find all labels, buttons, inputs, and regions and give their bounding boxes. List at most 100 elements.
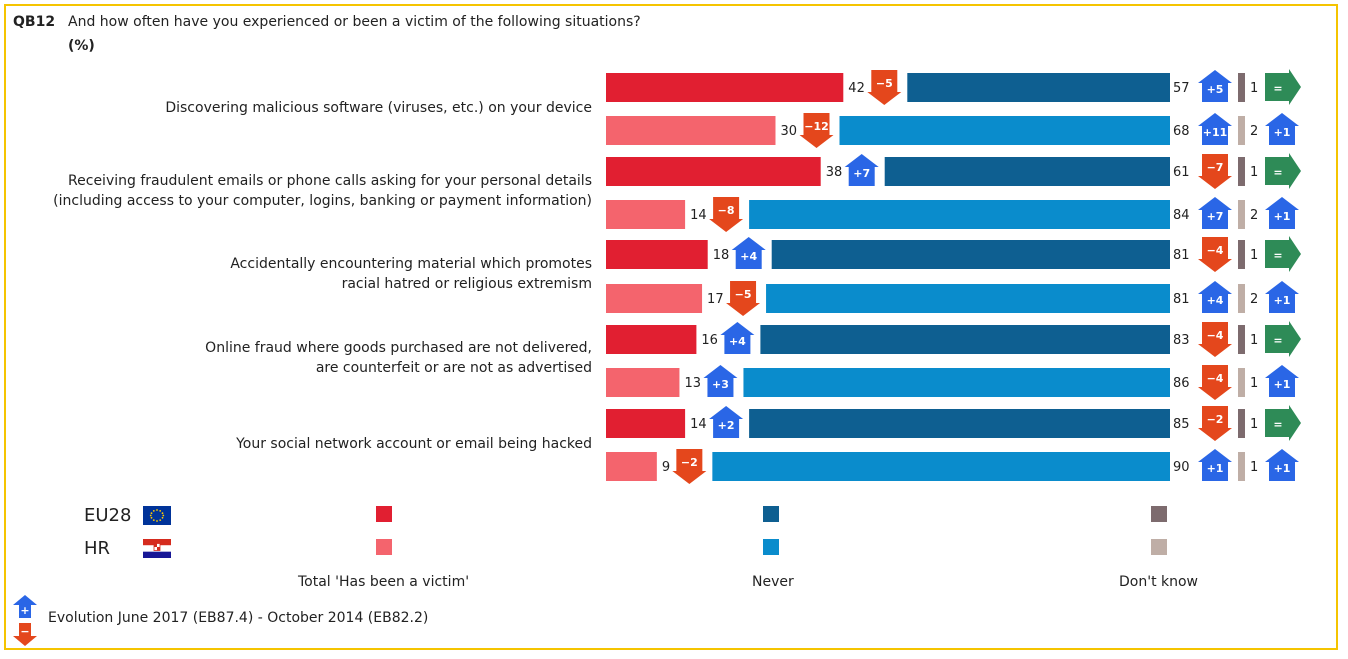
eu-row-2-never-evo-arrow xyxy=(1198,154,1232,189)
eu-row-4-never-evo-arrow xyxy=(1198,322,1232,357)
hr-row-2-dk-evo-arrow xyxy=(1265,197,1299,229)
hr-row-2-never-evo-value: +7 xyxy=(1207,210,1224,223)
eu-row-2-victim-bar xyxy=(606,157,821,186)
hr-row-3-victim-label: 17 xyxy=(707,292,724,307)
category-label-5: Your social network account or email bei… xyxy=(236,436,592,452)
eu-row-3-victim-evo-arrow xyxy=(731,237,766,269)
eu-row-2-victim-evo-value: +7 xyxy=(853,167,870,180)
hr-row-1-dk-bar xyxy=(1238,116,1245,145)
legend-swatch-eu-dk xyxy=(1151,506,1167,522)
eu-flag-icon xyxy=(143,506,171,525)
hr-row-4-dk-evo-value: +1 xyxy=(1274,378,1291,391)
hr-row-3-victim-evo-value: −5 xyxy=(735,288,752,301)
hr-row-3-never-evo-arrow xyxy=(1198,281,1232,313)
hr-row-3-never-label: 81 xyxy=(1173,292,1190,307)
eu-row-3-dk-bar xyxy=(1238,240,1245,269)
hr-row-4-victim-label: 13 xyxy=(684,376,701,391)
hr-row-1-never-bar xyxy=(839,116,1170,145)
eu-row-5-never-evo-arrow xyxy=(1198,406,1232,441)
hr-row-2-dk-evo-value: +1 xyxy=(1274,210,1291,223)
hr-row-3-victim-evo-arrow xyxy=(726,281,761,316)
hr-row-3-victim-bar xyxy=(606,284,703,313)
legend-label-dk: Don't know xyxy=(1119,574,1199,590)
hr-row-2-victim-evo-value: −8 xyxy=(718,204,735,217)
hr-row-5-dk-bar xyxy=(1238,452,1245,481)
hr-row-1-victim-bar xyxy=(606,116,776,145)
legend-country-hr: HR xyxy=(84,538,111,559)
eu-row-2-victim-label: 38 xyxy=(826,165,843,180)
hr-row-5-victim-evo-value: −2 xyxy=(681,456,698,469)
evolution-down-symbol: − xyxy=(20,625,29,638)
eu-row-4-never-bar xyxy=(760,325,1170,354)
eu-row-4-never-evo-value: −4 xyxy=(1207,329,1224,342)
hr-row-3-dk-bar xyxy=(1238,284,1245,313)
category-label-4: Online fraud where goods purchased are n… xyxy=(205,340,592,376)
eu-row-3-never-label: 81 xyxy=(1173,248,1190,263)
eu-row-4-victim-evo-value: +4 xyxy=(729,335,746,348)
eu-row-3-dk-evo-value: = xyxy=(1273,249,1282,262)
hr-row-5-never-bar xyxy=(712,452,1170,481)
eu-row-5-never-bar xyxy=(749,409,1170,438)
eu-row-5-dk-evo-arrow xyxy=(1265,405,1301,441)
hr-row-5-dk-evo-value: +1 xyxy=(1274,462,1291,475)
question-code: QB12 xyxy=(13,14,56,30)
hr-row-5-victim-evo-arrow xyxy=(672,449,707,484)
eu-row-2-never-bar xyxy=(884,157,1170,186)
eu-row-2-dk-evo-value: = xyxy=(1273,166,1282,179)
hr-row-5-never-evo-arrow xyxy=(1198,449,1232,481)
hr-row-3-dk-label: 2 xyxy=(1250,292,1258,307)
eu-row-4-dk-evo-arrow xyxy=(1265,321,1301,357)
hr-row-1-never-evo-value: +11 xyxy=(1203,126,1228,139)
hr-row-5-never-evo-value: +1 xyxy=(1207,462,1224,475)
eu-row-3-never-evo-value: −4 xyxy=(1207,244,1224,257)
category-label-3: Accidentally encountering material which… xyxy=(230,256,592,292)
legend-label-victim: Total 'Has been a victim' xyxy=(298,574,470,590)
eu-row-5-never-evo-value: −2 xyxy=(1207,413,1224,426)
croatia-flag-icon xyxy=(143,539,171,558)
hr-row-5-never-label: 90 xyxy=(1173,460,1190,475)
eu-row-4-victim-label: 16 xyxy=(701,333,718,348)
legend-swatch-eu-victim xyxy=(376,506,392,522)
hr-row-1-never-evo-arrow xyxy=(1198,113,1232,145)
legend-swatch-hr-never xyxy=(763,539,779,555)
eu-row-5-victim-bar xyxy=(606,409,686,438)
hr-row-1-dk-evo-arrow xyxy=(1265,113,1299,145)
eu-row-5-dk-label: 1 xyxy=(1250,417,1258,432)
hr-row-2-victim-evo-arrow xyxy=(709,197,744,232)
eu-row-1-dk-label: 1 xyxy=(1250,81,1258,96)
eu-row-4-never-label: 83 xyxy=(1173,333,1190,348)
eu-row-1-never-evo-arrow xyxy=(1198,70,1232,102)
legend-swatch-eu-never xyxy=(763,506,779,522)
hr-row-5-victim-bar xyxy=(606,452,657,481)
eu-row-1-victim-evo-arrow xyxy=(867,70,902,105)
hr-row-1-never-label: 68 xyxy=(1173,124,1190,139)
hr-row-3-never-bar xyxy=(766,284,1170,313)
category-label-1: Discovering malicious software (viruses,… xyxy=(165,100,592,116)
legend-country-eu28: EU28 xyxy=(84,505,132,526)
eu-row-5-dk-bar xyxy=(1238,409,1245,438)
eu-row-1-dk-evo-value: = xyxy=(1273,82,1282,95)
eu-row-1-dk-evo-arrow xyxy=(1265,69,1301,105)
hr-row-1-dk-label: 2 xyxy=(1250,124,1258,139)
eu-row-5-victim-label: 14 xyxy=(690,417,707,432)
hr-row-4-never-label: 86 xyxy=(1173,376,1190,391)
eu-row-3-never-bar xyxy=(771,240,1170,269)
eu-row-1-dk-bar xyxy=(1238,73,1245,102)
hr-row-1-victim-evo-value: −12 xyxy=(804,120,829,133)
hr-row-4-never-bar xyxy=(743,368,1170,397)
question-text: And how often have you experienced or be… xyxy=(68,14,641,30)
eu-row-5-victim-evo-value: +2 xyxy=(718,419,735,432)
legend-label-never: Never xyxy=(752,574,794,590)
legend-swatch-hr-victim xyxy=(376,539,392,555)
evolution-note: Evolution June 2017 (EB87.4) - October 2… xyxy=(48,610,429,626)
hr-row-2-never-bar xyxy=(749,200,1170,229)
hr-row-4-dk-label: 1 xyxy=(1250,376,1258,391)
hr-row-4-dk-evo-arrow xyxy=(1265,365,1299,397)
hr-row-2-victim-bar xyxy=(606,200,686,229)
eu-row-2-dk-label: 1 xyxy=(1250,165,1258,180)
hr-row-1-dk-evo-value: +1 xyxy=(1274,126,1291,139)
eu-row-1-never-evo-value: +5 xyxy=(1207,83,1224,96)
evolution-up-symbol: + xyxy=(20,604,29,617)
eu-row-2-dk-evo-arrow xyxy=(1265,153,1301,189)
hr-row-2-never-evo-arrow xyxy=(1198,197,1232,229)
